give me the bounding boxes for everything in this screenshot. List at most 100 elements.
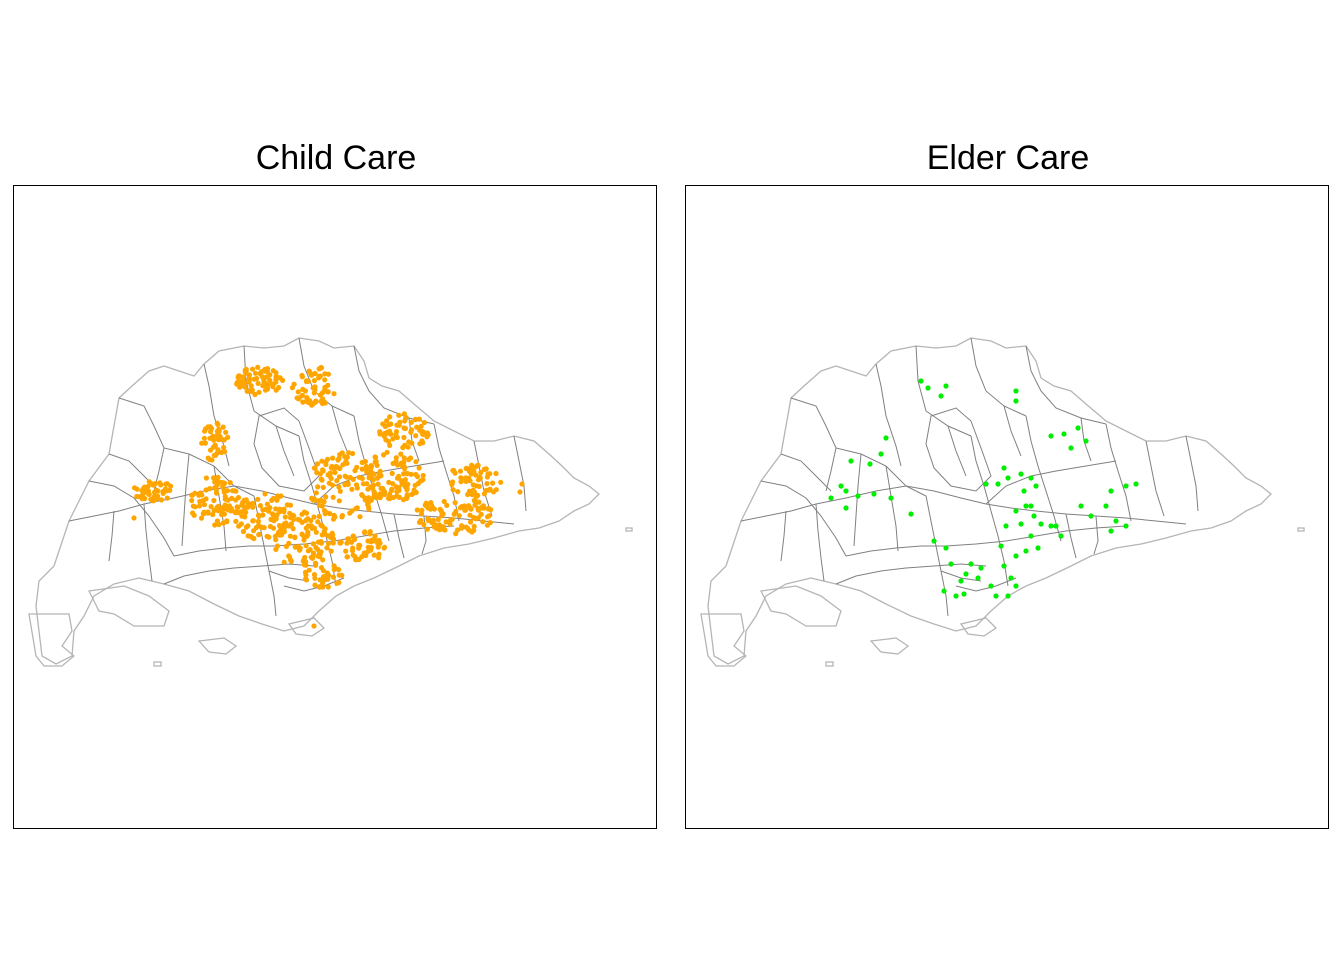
- elder-care-point: [1108, 528, 1114, 534]
- child-care-point: [295, 544, 301, 550]
- child-care-point: [273, 379, 279, 385]
- child-care-point: [440, 524, 447, 530]
- child-care-point: [321, 574, 327, 580]
- child-care-point: [242, 367, 248, 373]
- elder-care-point: [1103, 503, 1109, 509]
- child-care-point: [320, 468, 326, 474]
- child-care-point: [210, 433, 216, 439]
- child-care-point: [325, 456, 331, 462]
- child-care-point: [249, 535, 256, 541]
- planning-area-boundary: [970, 337, 1027, 417]
- elder-care-point: [855, 493, 861, 499]
- planning-area-boundary: [740, 485, 907, 522]
- child-care-point: [240, 528, 247, 535]
- child-care-point: [377, 494, 383, 501]
- child-care-point: [470, 487, 476, 493]
- child-care-point: [251, 528, 257, 534]
- child-care-point: [255, 496, 261, 502]
- child-care-point: [214, 420, 220, 426]
- child-care-point: [344, 540, 350, 546]
- child-care-point: [498, 479, 504, 485]
- child-care-point: [443, 519, 449, 525]
- child-care-point: [250, 500, 256, 506]
- elder-care-point: [968, 561, 974, 567]
- elder-care-point: [931, 538, 937, 544]
- planning-area-boundary: [393, 513, 405, 559]
- child-care-point: [431, 506, 437, 512]
- elder-care-point: [993, 593, 999, 599]
- child-care-point: [255, 518, 261, 524]
- child-care-point: [390, 436, 396, 442]
- planning-area-boundary: [1145, 440, 1165, 517]
- child-care-point: [471, 527, 477, 533]
- planning-area-boundary: [925, 495, 949, 617]
- child-care-point: [475, 477, 482, 483]
- elder-care-point: [908, 511, 914, 517]
- child-care-point: [328, 548, 334, 554]
- child-care-point: [286, 553, 292, 559]
- child-care-point: [368, 547, 374, 553]
- child-care-point: [334, 478, 340, 484]
- child-care-point: [205, 455, 211, 461]
- planning-area-boundary: [875, 363, 902, 467]
- child-care-point: [485, 505, 492, 511]
- child-care-point: [258, 369, 264, 375]
- coastline-outline: [707, 337, 1272, 665]
- elder-care-point: [828, 495, 834, 501]
- child-care-point: [281, 509, 287, 515]
- child-care-point: [229, 495, 235, 501]
- island-outline: [760, 585, 842, 627]
- child-care-point: [211, 507, 217, 514]
- child-care-point: [239, 502, 245, 508]
- child-care-point: [372, 454, 378, 460]
- elder-care-point: [1075, 425, 1081, 431]
- child-care-point: [267, 523, 273, 530]
- child-care-point: [330, 540, 336, 546]
- child-care-point: [331, 512, 337, 518]
- island-outline: [625, 527, 633, 532]
- child-care-point: [313, 544, 319, 551]
- island-outline: [1297, 527, 1305, 532]
- child-care-point: [396, 487, 402, 494]
- child-care-point: [459, 504, 465, 510]
- elder-care-point: [953, 593, 959, 599]
- child-care-point: [240, 383, 246, 389]
- child-care-point: [425, 505, 431, 511]
- child-care-point: [273, 374, 279, 380]
- child-care-point: [273, 506, 279, 512]
- elder-care-point: [1023, 503, 1029, 509]
- child-care-point: [240, 377, 246, 383]
- child-care-point: [276, 384, 282, 391]
- child-care-point: [318, 565, 325, 571]
- child-care-point: [300, 399, 306, 405]
- elder-care-point: [878, 451, 884, 457]
- child-care-point: [356, 545, 362, 551]
- child-care-point: [283, 543, 289, 549]
- child-care-point: [224, 488, 231, 494]
- child-care-point: [299, 374, 305, 380]
- child-care-point: [260, 507, 266, 513]
- child-care-point: [201, 509, 207, 515]
- child-care-point: [271, 495, 277, 502]
- child-care-point: [405, 493, 411, 499]
- child-care-point: [375, 544, 381, 550]
- child-care-point: [254, 375, 260, 382]
- child-care-point: [352, 554, 358, 560]
- child-care-point: [308, 372, 315, 378]
- child-care-point: [325, 584, 331, 590]
- child-care-point: [343, 548, 349, 554]
- planning-area-boundary: [915, 345, 972, 437]
- child-care-point: [281, 521, 287, 527]
- elder-care-point: [1013, 388, 1019, 394]
- child-care-point: [416, 416, 422, 422]
- elder-care-point: [1008, 575, 1014, 581]
- child-care-point: [210, 511, 216, 518]
- child-care-point: [478, 511, 484, 517]
- child-care-point: [338, 539, 344, 545]
- child-care-point: [398, 451, 404, 457]
- child-care-point: [241, 497, 247, 503]
- child-care-point: [316, 554, 323, 560]
- child-care-point: [432, 523, 438, 529]
- child-care-point: [202, 440, 208, 446]
- child-care-point: [387, 414, 393, 420]
